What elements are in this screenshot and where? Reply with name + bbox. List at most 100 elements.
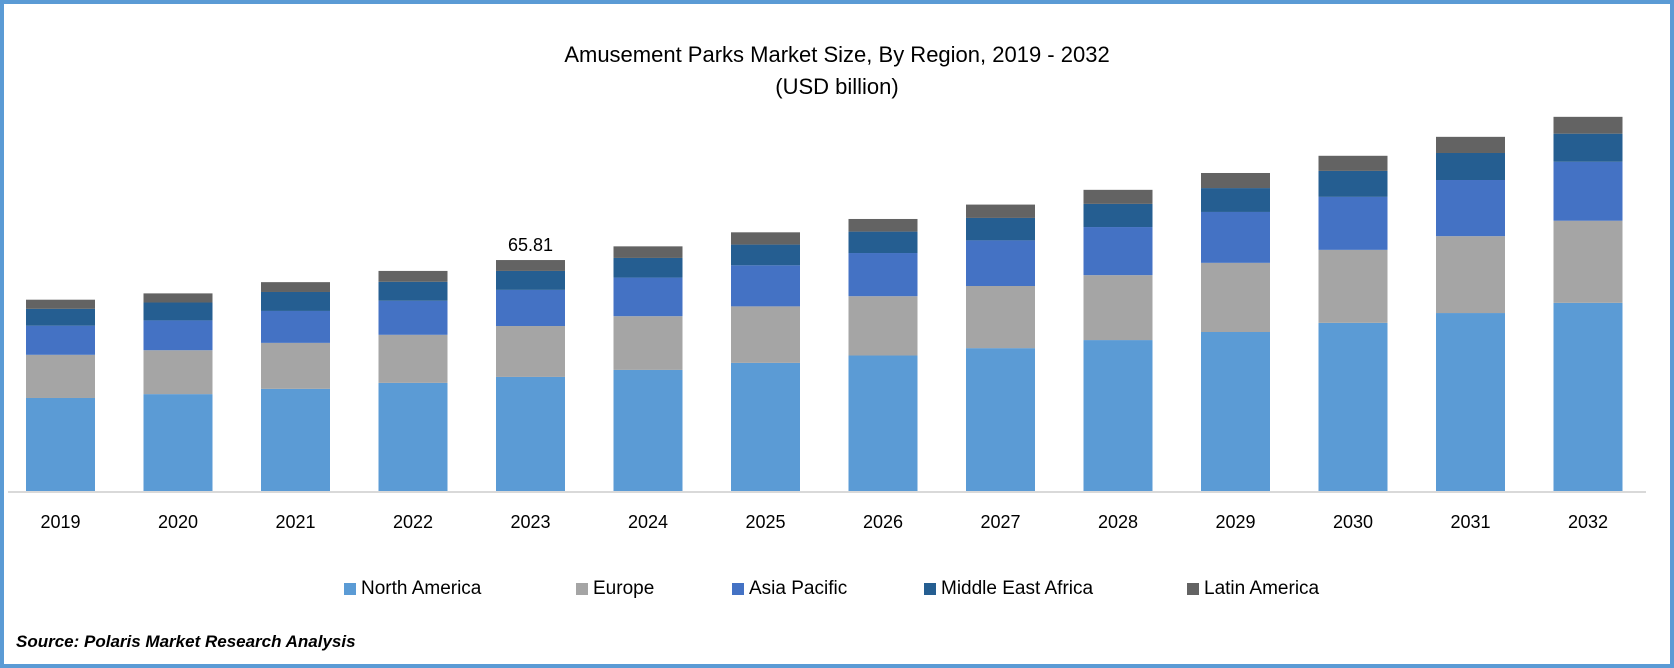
bar-segment-latin-america-2031 xyxy=(1436,136,1505,153)
bar-segment-middle-east-africa-2020 xyxy=(143,302,213,321)
bar-segment-north-america-2024 xyxy=(613,369,683,491)
bar-segment-latin-america-2029 xyxy=(1201,172,1270,189)
bar-segment-latin-america-2021 xyxy=(261,282,330,292)
bar-segment-middle-east-africa-2030 xyxy=(1318,170,1388,197)
bar-segment-europe-2020 xyxy=(143,350,213,395)
legend-label: Asia Pacific xyxy=(749,578,848,599)
bar-segment-asia-pacific-2019 xyxy=(26,325,95,355)
bar-segment-middle-east-africa-2022 xyxy=(378,281,448,301)
bar-segment-europe-2028 xyxy=(1083,275,1153,341)
bar-segment-north-america-2022 xyxy=(378,382,448,491)
bar-segment-middle-east-africa-2026 xyxy=(848,231,918,254)
bar-segment-asia-pacific-2028 xyxy=(1083,227,1153,276)
x-tick-label: 2031 xyxy=(1450,512,1490,532)
data-label: 65.81 xyxy=(508,235,553,255)
legend-label: Middle East Africa xyxy=(941,578,1094,599)
bar-segment-latin-america-2022 xyxy=(378,270,448,282)
legend-swatch xyxy=(924,583,936,595)
legend-item-asia-pacific: Asia Pacific xyxy=(732,578,847,600)
bar-segment-middle-east-africa-2031 xyxy=(1436,152,1505,181)
legend-swatch xyxy=(344,583,356,595)
bar-segment-middle-east-africa-2023 xyxy=(496,270,565,290)
bar-segment-latin-america-2025 xyxy=(731,232,800,245)
x-tick-label: 2030 xyxy=(1333,512,1373,532)
bar-segment-asia-pacific-2029 xyxy=(1201,211,1270,263)
x-tick-label: 2026 xyxy=(863,512,903,532)
bar-segment-north-america-2026 xyxy=(848,355,918,491)
bar-segment-middle-east-africa-2025 xyxy=(731,244,800,266)
legend-label: North America xyxy=(361,578,482,599)
bar-segment-europe-2019 xyxy=(26,354,95,398)
bar-segment-asia-pacific-2022 xyxy=(378,300,448,335)
bar-segment-europe-2021 xyxy=(261,342,330,389)
bar-segment-north-america-2031 xyxy=(1436,313,1505,491)
bar-segment-asia-pacific-2023 xyxy=(496,289,565,327)
bar-segment-europe-2027 xyxy=(966,286,1035,349)
bar-segment-north-america-2025 xyxy=(731,362,800,491)
x-tick-label: 2022 xyxy=(393,512,433,532)
legend-item-latin-america: Latin America xyxy=(1187,578,1319,600)
bar-segment-middle-east-africa-2028 xyxy=(1083,203,1153,228)
bar-segment-north-america-2028 xyxy=(1083,340,1153,491)
bar-segment-north-america-2019 xyxy=(26,397,95,491)
bar-segment-north-america-2027 xyxy=(966,348,1035,491)
legend-swatch xyxy=(576,583,588,595)
bar-segment-latin-america-2030 xyxy=(1318,155,1388,171)
legend-swatch xyxy=(1187,583,1199,595)
bar-segment-europe-2031 xyxy=(1436,236,1505,314)
bar-segment-latin-america-2032 xyxy=(1553,116,1623,134)
bar-segment-asia-pacific-2032 xyxy=(1553,161,1623,221)
bar-segment-europe-2029 xyxy=(1201,262,1270,332)
bar-segment-asia-pacific-2030 xyxy=(1318,196,1388,250)
stacked-bar-chart: 2019 2020 2021 2022 2023 65.81 2024 2025 2026 202… xyxy=(8,116,1646,532)
bar-segment-latin-america-2019 xyxy=(26,299,95,309)
bar-segment-europe-2025 xyxy=(731,306,800,363)
bar-segment-middle-east-africa-2019 xyxy=(26,308,95,326)
bar-segment-asia-pacific-2025 xyxy=(731,265,800,307)
bar-segment-europe-2030 xyxy=(1318,249,1388,323)
legend-swatch xyxy=(732,583,744,595)
chart-subtitle: (USD billion) xyxy=(775,74,899,99)
bar-segment-latin-america-2027 xyxy=(966,204,1035,218)
bar-segment-asia-pacific-2021 xyxy=(261,310,330,343)
bar-segment-latin-america-2024 xyxy=(613,246,683,258)
x-tick-label: 2029 xyxy=(1215,512,1255,532)
bar-segment-asia-pacific-2027 xyxy=(966,240,1035,287)
bar-segment-north-america-2030 xyxy=(1318,322,1388,491)
x-tick-label: 2025 xyxy=(745,512,785,532)
source-note: Source: Polaris Market Research Analysis xyxy=(16,632,356,651)
x-tick-label: 2021 xyxy=(275,512,315,532)
legend-item-north-america: North America xyxy=(344,578,481,600)
x-tick-label: 2032 xyxy=(1568,512,1608,532)
legend-label: Europe xyxy=(593,578,655,599)
bar-segment-europe-2026 xyxy=(848,296,918,356)
legend-item-europe: Europe xyxy=(576,578,654,600)
bar-segment-north-america-2032 xyxy=(1553,302,1623,491)
bar-segment-asia-pacific-2020 xyxy=(143,320,213,351)
chart-title: Amusement Parks Market Size, By Region, … xyxy=(564,42,1110,67)
bar-segment-europe-2022 xyxy=(378,334,448,383)
bar-segment-asia-pacific-2024 xyxy=(613,277,683,317)
bar-segment-europe-2024 xyxy=(613,316,683,370)
bar-segment-middle-east-africa-2032 xyxy=(1553,133,1623,162)
legend-label: Latin America xyxy=(1204,578,1320,599)
x-tick-label: 2027 xyxy=(980,512,1020,532)
bar-segment-latin-america-2026 xyxy=(848,218,918,232)
bar-segment-latin-america-2028 xyxy=(1083,189,1153,204)
bar-segment-asia-pacific-2031 xyxy=(1436,180,1505,237)
bar-segment-asia-pacific-2026 xyxy=(848,253,918,297)
bar-segment-middle-east-africa-2024 xyxy=(613,257,683,278)
bar-segment-middle-east-africa-2027 xyxy=(966,217,1035,241)
legend: North America Europe Asia Pacific Middle… xyxy=(0,578,1674,602)
bar-segment-latin-america-2023 xyxy=(496,260,565,271)
bar-segment-north-america-2020 xyxy=(143,394,213,491)
bar-segment-north-america-2029 xyxy=(1201,331,1270,491)
x-tick-label: 2023 xyxy=(510,512,550,532)
x-tick-label: 2024 xyxy=(628,512,668,532)
bar-segment-middle-east-africa-2021 xyxy=(261,291,330,311)
x-tick-label: 2019 xyxy=(40,512,80,532)
bar-segment-north-america-2023 xyxy=(496,376,565,491)
x-tick-label: 2020 xyxy=(158,512,198,532)
bar-segment-latin-america-2020 xyxy=(143,293,213,303)
